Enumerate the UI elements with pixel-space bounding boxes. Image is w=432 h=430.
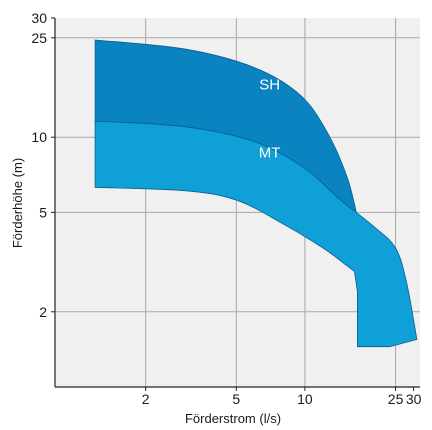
x-tick-label-5: 5 bbox=[232, 391, 240, 407]
region-labels: SH MT bbox=[259, 77, 281, 162]
y-tick-label-5: 5 bbox=[39, 204, 47, 220]
x-tick-labels: 2 5 10 25 30 bbox=[142, 387, 422, 407]
x-tick-label-2: 2 bbox=[142, 391, 150, 407]
x-tick-label-25: 25 bbox=[388, 391, 404, 407]
y-tick-label-25: 25 bbox=[31, 30, 47, 46]
axes bbox=[54, 18, 420, 388]
y-tick-label-30: 30 bbox=[31, 10, 47, 26]
y-tick-label-10: 10 bbox=[31, 129, 47, 145]
region-mt bbox=[94, 120, 418, 348]
x-tick-label-30: 30 bbox=[406, 391, 422, 407]
region-label-mt: MT bbox=[259, 144, 281, 161]
region-label-sh: SH bbox=[259, 77, 280, 94]
regions bbox=[94, 39, 418, 348]
x-tick-label-10: 10 bbox=[297, 391, 313, 407]
y-axis-label: Förderhöhe (m) bbox=[10, 158, 25, 248]
y-tick-label-2: 2 bbox=[39, 304, 47, 320]
x-axis-label: Förderstrom (l/s) bbox=[185, 411, 281, 426]
